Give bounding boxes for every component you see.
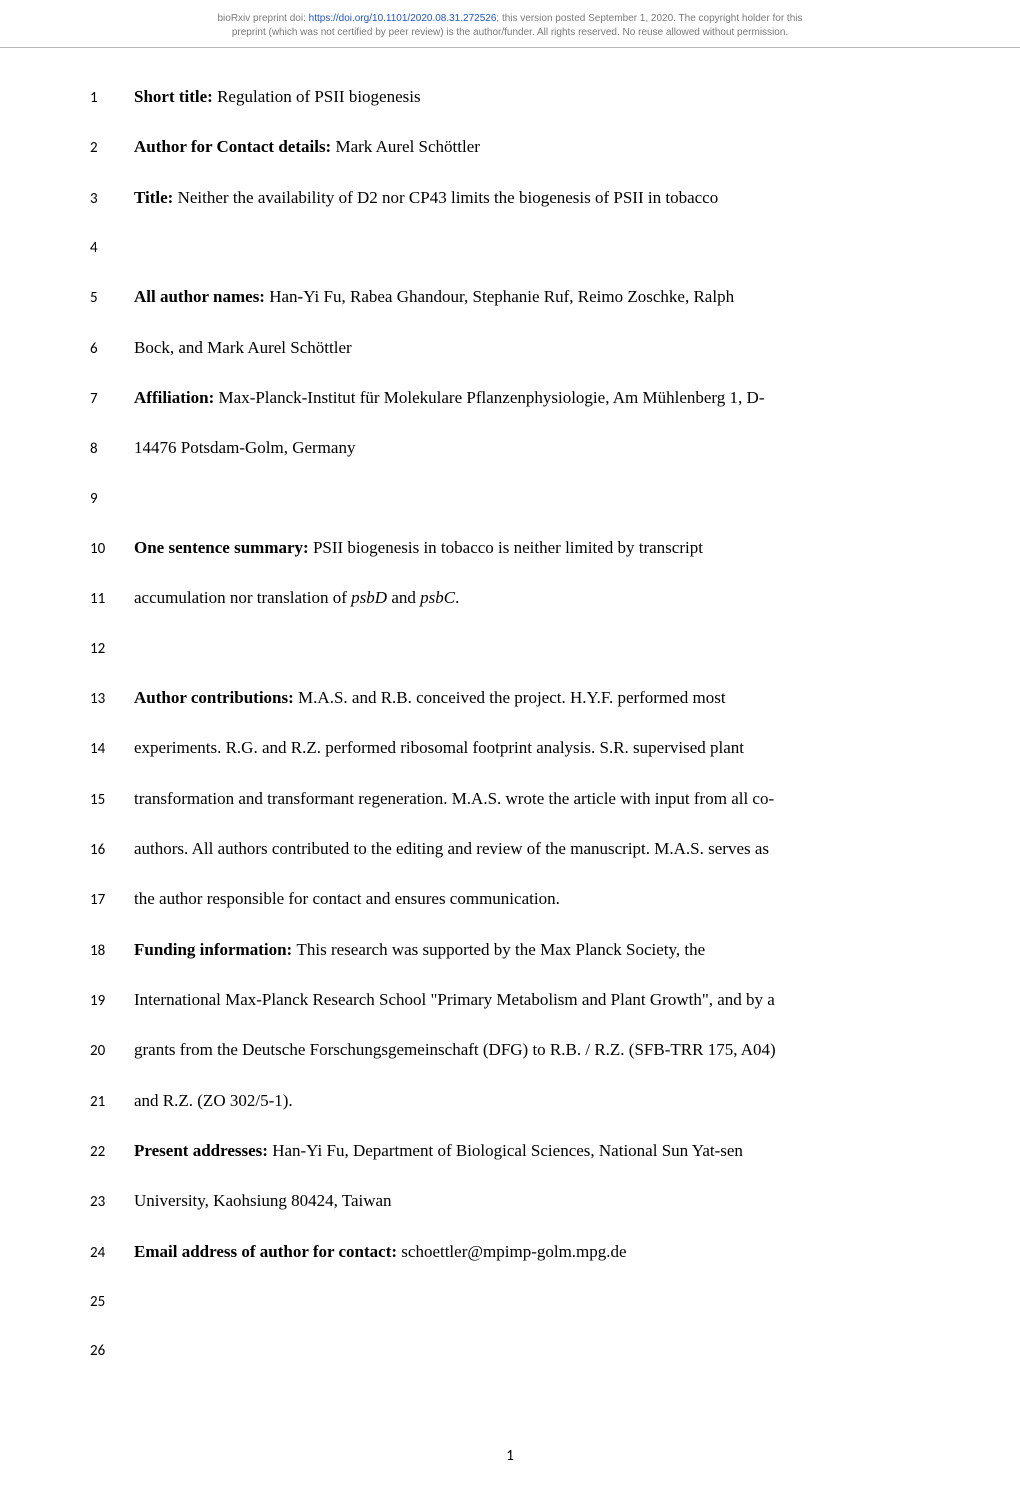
manuscript-line: 1Short title: Regulation of PSII biogene… xyxy=(90,84,890,110)
line-number: 14 xyxy=(90,738,134,761)
line-text: Email address of author for contact: sch… xyxy=(134,1239,890,1265)
line-text: Present addresses: Han-Yi Fu, Department… xyxy=(134,1138,890,1164)
line-number: 18 xyxy=(90,940,134,963)
manuscript-line: 22Present addresses: Han-Yi Fu, Departme… xyxy=(90,1138,890,1164)
manuscript-line: 24Email address of author for contact: s… xyxy=(90,1239,890,1265)
line-number: 5 xyxy=(90,287,134,310)
line-text: experiments. R.G. and R.Z. performed rib… xyxy=(134,735,890,761)
manuscript-line: 7Affiliation: Max-Planck-Institut für Mo… xyxy=(90,385,890,411)
line-text: University, Kaohsiung 80424, Taiwan xyxy=(134,1188,890,1214)
manuscript-line: 814476 Potsdam-Golm, Germany xyxy=(90,435,890,461)
line-number: 11 xyxy=(90,588,134,611)
manuscript-line: 12 xyxy=(90,636,890,661)
line-text: Short title: Regulation of PSII biogenes… xyxy=(134,84,890,110)
line-number: 13 xyxy=(90,688,134,711)
line-number: 10 xyxy=(90,538,134,561)
manuscript-line: 21and R.Z. (ZO 302/5-1). xyxy=(90,1088,890,1114)
line-number: 2 xyxy=(90,137,134,160)
page-number: 1 xyxy=(0,1387,1020,1485)
line-text: Affiliation: Max-Planck-Institut für Mol… xyxy=(134,385,890,411)
preprint-header: bioRxiv preprint doi: https://doi.org/10… xyxy=(0,0,1020,48)
header-line2: preprint (which was not certified by pee… xyxy=(232,27,788,38)
line-number: 25 xyxy=(90,1291,134,1314)
line-text xyxy=(134,636,890,653)
line-text: accumulation nor translation of psbD and… xyxy=(134,585,890,611)
line-text: Title: Neither the availability of D2 no… xyxy=(134,185,890,211)
header-line1-suffix: ; this version posted September 1, 2020.… xyxy=(496,13,802,24)
line-text xyxy=(134,1289,890,1306)
line-number: 9 xyxy=(90,488,134,511)
line-number: 20 xyxy=(90,1040,134,1063)
line-number: 23 xyxy=(90,1191,134,1214)
manuscript-line: 5All author names: Han-Yi Fu, Rabea Ghan… xyxy=(90,284,890,310)
line-text: International Max-Planck Research School… xyxy=(134,987,890,1013)
header-line1-prefix: bioRxiv preprint doi: xyxy=(217,13,308,24)
line-text: Author for Contact details: Mark Aurel S… xyxy=(134,134,890,160)
line-number: 19 xyxy=(90,990,134,1013)
manuscript-line: 20grants from the Deutsche Forschungsgem… xyxy=(90,1037,890,1063)
line-number: 8 xyxy=(90,438,134,461)
line-number: 16 xyxy=(90,839,134,862)
line-text: authors. All authors contributed to the … xyxy=(134,836,890,862)
line-number: 4 xyxy=(90,237,134,260)
manuscript-line: 14experiments. R.G. and R.Z. performed r… xyxy=(90,735,890,761)
line-number: 15 xyxy=(90,789,134,812)
line-number: 22 xyxy=(90,1141,134,1164)
line-text: grants from the Deutsche Forschungsgemei… xyxy=(134,1037,890,1063)
line-text: Funding information: This research was s… xyxy=(134,937,890,963)
line-text: Author contributions: M.A.S. and R.B. co… xyxy=(134,685,890,711)
manuscript-body: 1Short title: Regulation of PSII biogene… xyxy=(0,84,1020,1363)
line-text: the author responsible for contact and e… xyxy=(134,886,890,912)
line-text: 14476 Potsdam-Golm, Germany xyxy=(134,435,890,461)
manuscript-line: 11accumulation nor translation of psbD a… xyxy=(90,585,890,611)
manuscript-line: 18Funding information: This research was… xyxy=(90,937,890,963)
line-number: 6 xyxy=(90,338,134,361)
doi-link[interactable]: https://doi.org/10.1101/2020.08.31.27252… xyxy=(309,13,497,24)
manuscript-line: 4 xyxy=(90,235,890,260)
manuscript-line: 23University, Kaohsiung 80424, Taiwan xyxy=(90,1188,890,1214)
manuscript-line: 17the author responsible for contact and… xyxy=(90,886,890,912)
line-text: Bock, and Mark Aurel Schöttler xyxy=(134,335,890,361)
line-text: and R.Z. (ZO 302/5-1). xyxy=(134,1088,890,1114)
manuscript-line: 25 xyxy=(90,1289,890,1314)
manuscript-line: 10One sentence summary: PSII biogenesis … xyxy=(90,535,890,561)
line-text: One sentence summary: PSII biogenesis in… xyxy=(134,535,890,561)
line-number: 21 xyxy=(90,1091,134,1114)
line-text xyxy=(134,235,890,252)
line-number: 7 xyxy=(90,388,134,411)
manuscript-line: 16authors. All authors contributed to th… xyxy=(90,836,890,862)
manuscript-line: 2Author for Contact details: Mark Aurel … xyxy=(90,134,890,160)
line-number: 26 xyxy=(90,1340,134,1363)
line-number: 24 xyxy=(90,1242,134,1265)
line-number: 3 xyxy=(90,188,134,211)
line-text xyxy=(134,486,890,503)
manuscript-line: 9 xyxy=(90,486,890,511)
line-text: transformation and transformant regenera… xyxy=(134,786,890,812)
line-text xyxy=(134,1338,890,1355)
manuscript-line: 15transformation and transformant regene… xyxy=(90,786,890,812)
manuscript-line: 6Bock, and Mark Aurel Schöttler xyxy=(90,335,890,361)
line-text: All author names: Han-Yi Fu, Rabea Ghand… xyxy=(134,284,890,310)
line-number: 12 xyxy=(90,638,134,661)
manuscript-line: 19International Max-Planck Research Scho… xyxy=(90,987,890,1013)
line-number: 1 xyxy=(90,87,134,110)
manuscript-line: 26 xyxy=(90,1338,890,1363)
manuscript-line: 3Title: Neither the availability of D2 n… xyxy=(90,185,890,211)
line-number: 17 xyxy=(90,889,134,912)
manuscript-line: 13Author contributions: M.A.S. and R.B. … xyxy=(90,685,890,711)
